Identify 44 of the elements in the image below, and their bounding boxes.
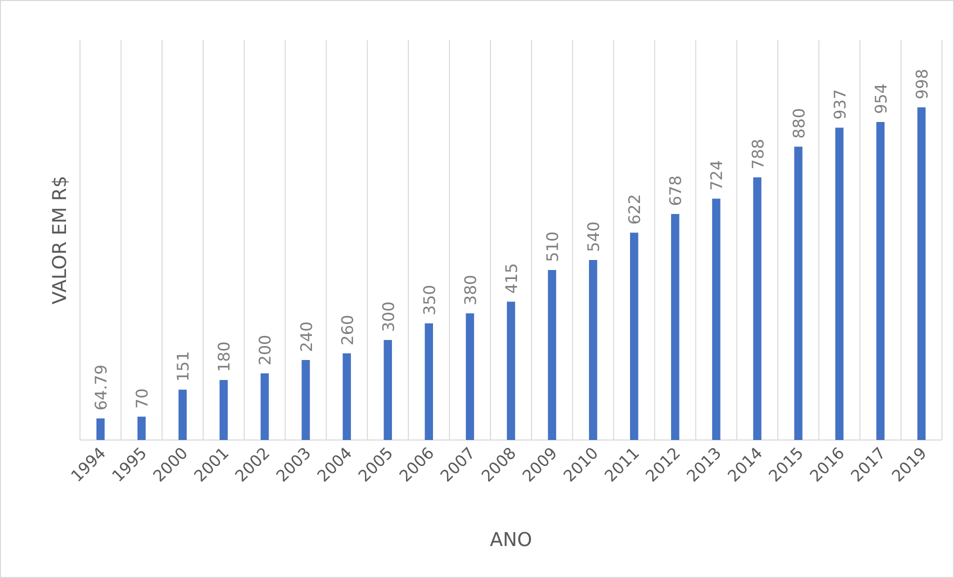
bar <box>588 260 598 440</box>
x-axis-title: ANO <box>490 529 532 551</box>
data-label: 350 <box>420 284 439 316</box>
bar <box>342 353 351 440</box>
data-label: 200 <box>256 334 275 366</box>
data-label: 70 <box>132 388 152 409</box>
data-label: 998 <box>912 68 932 100</box>
data-label: 622 <box>625 194 644 225</box>
bar <box>384 340 392 440</box>
bar <box>302 360 310 440</box>
data-label: 954 <box>871 83 890 114</box>
bar <box>178 390 187 440</box>
data-label: 380 <box>460 274 480 306</box>
data-label: 151 <box>174 351 193 382</box>
bar <box>424 323 434 440</box>
data-label: 540 <box>584 221 604 252</box>
data-label: 880 <box>789 108 808 139</box>
data-label: 260 <box>338 314 357 346</box>
bar <box>917 107 926 440</box>
data-label: 788 <box>748 138 768 170</box>
bar <box>466 313 474 440</box>
data-label: 415 <box>502 263 521 294</box>
bar <box>96 418 105 440</box>
data-label: 678 <box>666 175 686 206</box>
bar <box>753 177 762 440</box>
data-label: 240 <box>296 321 316 352</box>
data-label: 64.79 <box>92 364 111 410</box>
bar <box>260 373 269 440</box>
y-axis-title: VALOR EM R$ <box>49 176 71 304</box>
bar <box>794 146 802 440</box>
bar <box>712 198 720 440</box>
bar <box>835 128 844 440</box>
bar <box>671 214 680 440</box>
data-label: 937 <box>830 89 850 120</box>
bar <box>548 270 556 440</box>
data-label: 510 <box>543 231 562 262</box>
bar <box>630 232 638 440</box>
data-label: 724 <box>707 160 726 191</box>
data-label: 180 <box>214 341 234 372</box>
bar <box>137 416 146 440</box>
bar <box>506 302 516 440</box>
data-label: 300 <box>378 301 398 332</box>
bar <box>876 122 885 440</box>
bar <box>220 380 228 440</box>
